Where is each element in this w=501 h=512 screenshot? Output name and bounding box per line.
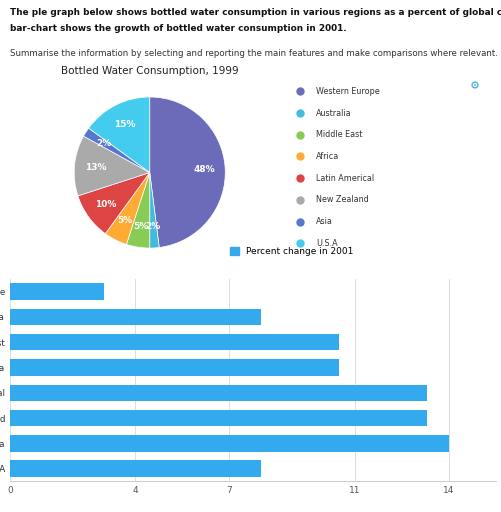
Wedge shape: [105, 173, 150, 244]
Title: Bottled Water Consumption, 1999: Bottled Water Consumption, 1999: [61, 66, 238, 76]
Text: Latin Americal: Latin Americal: [316, 174, 374, 183]
Text: 2%: 2%: [96, 139, 111, 148]
Text: Summarise the information by selecting and reporting the main features and make : Summarise the information by selecting a…: [10, 49, 498, 57]
Text: New Zealand: New Zealand: [316, 196, 369, 204]
Bar: [10, 410, 427, 426]
Text: 13%: 13%: [85, 163, 106, 172]
Text: Asia: Asia: [316, 217, 333, 226]
Text: U.S.A: U.S.A: [316, 239, 338, 248]
Text: The ple graph below shows bottled water consumption in various regions as a perc: The ple graph below shows bottled water …: [10, 8, 501, 17]
Text: 5%: 5%: [134, 222, 149, 231]
Wedge shape: [89, 97, 150, 173]
Wedge shape: [84, 128, 150, 173]
Wedge shape: [150, 173, 159, 248]
Text: 15%: 15%: [114, 120, 136, 129]
Text: Australia: Australia: [316, 109, 352, 118]
Text: Middle East: Middle East: [316, 130, 363, 139]
Bar: [10, 309, 261, 325]
Text: 48%: 48%: [193, 165, 215, 174]
Bar: [10, 334, 339, 350]
Text: Western Europe: Western Europe: [316, 87, 380, 96]
Bar: [10, 385, 427, 401]
Text: 5%: 5%: [117, 217, 133, 225]
Wedge shape: [78, 173, 150, 233]
Bar: [10, 283, 104, 300]
Text: 10%: 10%: [95, 200, 116, 209]
Wedge shape: [150, 97, 225, 247]
Bar: [10, 460, 261, 477]
Bar: [10, 435, 449, 452]
Wedge shape: [74, 136, 150, 196]
Wedge shape: [126, 173, 150, 248]
Legend: Percent change in 2001: Percent change in 2001: [230, 247, 354, 256]
Text: 2%: 2%: [145, 222, 161, 231]
Text: bar-chart shows the growth of bottled water consumption in 2001.: bar-chart shows the growth of bottled wa…: [10, 24, 347, 33]
Bar: [10, 359, 339, 376]
Text: ⚙: ⚙: [469, 81, 479, 91]
Text: Africa: Africa: [316, 152, 340, 161]
